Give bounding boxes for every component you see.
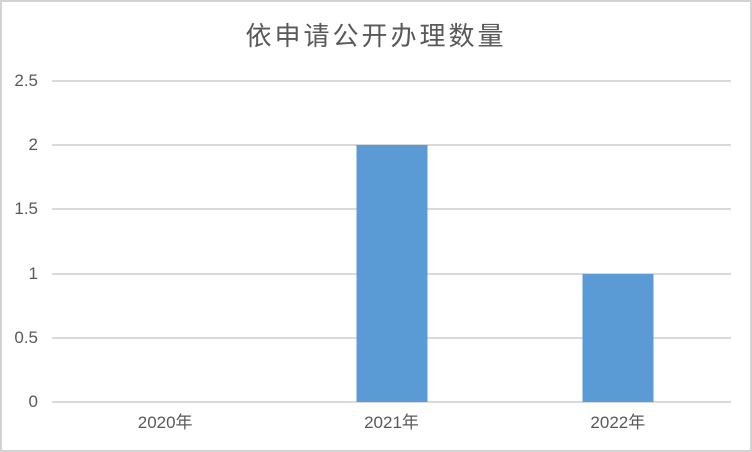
x-tick-label: 2021年	[364, 413, 419, 432]
chart-title: 依申请公开办理数量	[245, 22, 507, 51]
bar-2022年	[582, 273, 654, 402]
y-tick-label: 1.5	[14, 199, 38, 219]
plot-area	[52, 80, 731, 403]
bar-2021年	[356, 145, 427, 402]
y-tick-label: 0.5	[14, 327, 38, 347]
x-tick-label: 2022年	[590, 413, 646, 432]
x-tick-label: 2020年	[137, 413, 193, 432]
x-axis-line	[52, 401, 731, 403]
y-tick-label: 1	[28, 263, 38, 283]
y-tick-label: 0	[28, 392, 38, 411]
y-tick-label: 2.5	[14, 71, 38, 90]
y-tick-label: 2	[28, 135, 38, 155]
gridline	[52, 80, 731, 82]
